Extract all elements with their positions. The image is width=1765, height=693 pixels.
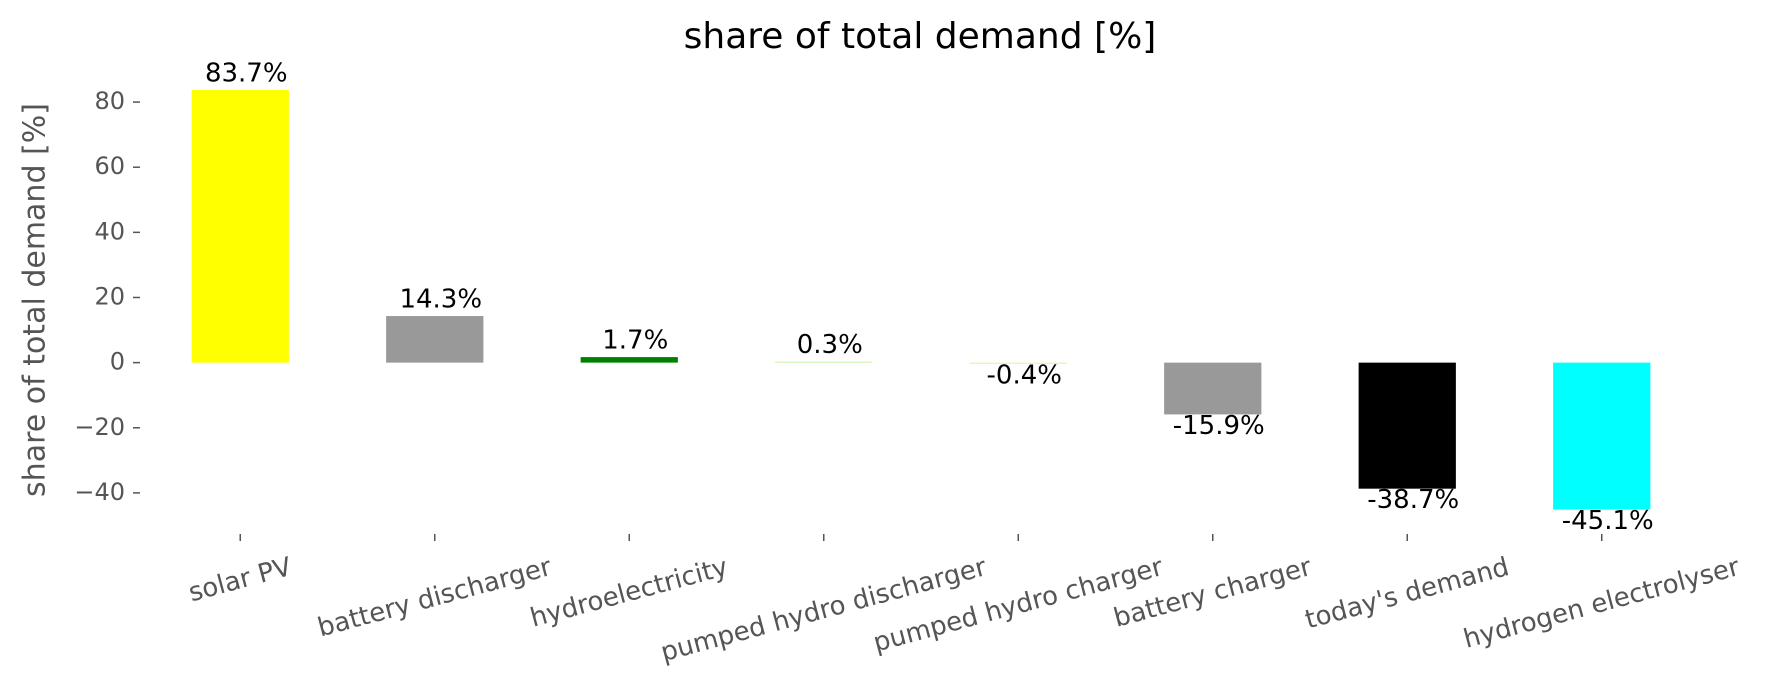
value-label: -15.9% <box>1173 411 1265 441</box>
bar <box>191 90 289 363</box>
y-tick-label: 0 <box>110 348 125 376</box>
bar <box>969 362 1067 364</box>
value-label: 1.7% <box>602 326 668 356</box>
bar <box>1164 362 1262 415</box>
y-tick-label: 60 <box>94 152 125 180</box>
bar <box>775 361 873 363</box>
y-axis-label: share of total demand [%] <box>18 103 53 497</box>
value-label: 14.3% <box>399 285 482 315</box>
x-tick-label: hydroelectricity <box>527 552 731 634</box>
value-label: 83.7% <box>205 59 288 89</box>
y-tick-label: 20 <box>94 282 125 310</box>
chart-title: share of total demand [%] <box>684 16 1157 57</box>
bar <box>1553 362 1651 510</box>
y-tick-label: 80 <box>94 87 125 115</box>
value-label: 0.3% <box>797 330 863 360</box>
bar <box>1358 362 1456 489</box>
bar <box>386 316 484 363</box>
bar <box>580 357 678 363</box>
y-tick-label: −20 <box>74 413 125 441</box>
y-tick-label: −40 <box>74 478 125 506</box>
y-tick-label: 40 <box>94 217 125 245</box>
value-label: -0.4% <box>987 360 1062 390</box>
x-tick-label: battery discharger <box>315 552 555 643</box>
value-label: -45.1% <box>1562 506 1654 536</box>
x-tick-label: solar PV <box>186 552 295 608</box>
value-label: -38.7% <box>1367 485 1459 515</box>
